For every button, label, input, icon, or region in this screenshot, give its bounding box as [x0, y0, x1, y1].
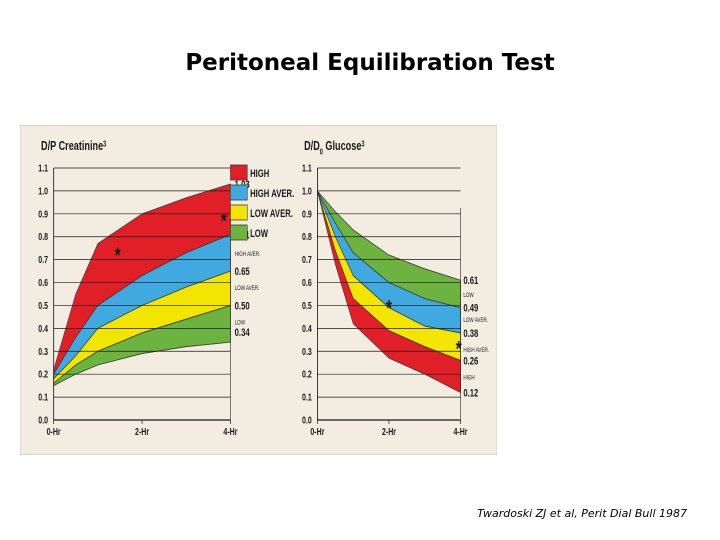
x-tick-label: 0-Hr [47, 426, 62, 438]
slide-title: Peritoneal Equilibration Test [185, 50, 555, 76]
end-value-label: 0.38 [463, 328, 478, 341]
asterisk-marker: * [386, 297, 392, 321]
asterisk-marker: * [456, 338, 462, 362]
citation: Twardoski ZJ et al, Perit Dial Bull 1987 [477, 507, 687, 520]
y-tick-label: 1.0 [38, 185, 48, 197]
y-tick-label: 0.9 [38, 208, 48, 220]
end-value-label: 0.65 [235, 266, 251, 279]
x-tick-label: 2-Hr [382, 426, 397, 438]
y-tick-label: 0.1 [38, 391, 48, 403]
y-tick-label: 0.0 [302, 414, 312, 426]
y-tick-label: 1.1 [302, 162, 312, 174]
right-title-sup: 3 [361, 140, 364, 148]
end-category-label: HIGH AVER. [235, 251, 261, 258]
y-tick-label: 0.3 [302, 346, 312, 358]
legend-swatch [230, 224, 248, 241]
right-chart-title: D/D0 Glucose3 [304, 140, 365, 157]
pet-figure: D/P Creatinine3 D/D0 Glucose3 0.0 0.1 0.2 0… [19, 124, 498, 460]
y-tick-label: 0.2 [38, 368, 48, 380]
legend-label: LOW [250, 228, 268, 241]
x-tick-label: 4-Hr [223, 426, 238, 438]
end-value-label: 0.50 [235, 300, 250, 313]
end-value-label: 0.34 [235, 327, 251, 340]
end-category-label: HIGH [463, 375, 474, 382]
y-tick-label: 0.4 [38, 323, 48, 335]
y-tick-label: 0.9 [302, 208, 312, 220]
x-tick-label: 4-Hr [454, 426, 469, 438]
right-title-rest: Glucose [323, 140, 361, 154]
y-tick-label: 0.0 [38, 414, 48, 426]
x-tick-label: 2-Hr [135, 426, 150, 438]
y-tick-label: 0.7 [38, 254, 48, 266]
y-tick-label: 0.6 [302, 277, 312, 289]
y-tick-label: 1.1 [38, 162, 48, 174]
end-value-label: 0.49 [463, 302, 478, 315]
y-tick-label: 0.5 [302, 300, 312, 312]
y-tick-label: 0.4 [302, 323, 312, 335]
legend-swatch [230, 164, 248, 181]
legend: HIGH HIGH AVER. LOW AVER. LOW [230, 164, 294, 241]
asterisk-marker: * [115, 244, 121, 268]
y-tick-label: 0.7 [302, 254, 312, 266]
end-value-label: 0.26 [463, 355, 478, 368]
legend-swatch [230, 204, 248, 221]
y-tick-label: 0.1 [302, 391, 312, 403]
left-title-main: D/P Creatinine [41, 140, 103, 154]
legend-label: LOW AVER. [250, 208, 293, 221]
y-tick-label: 0.5 [38, 300, 48, 312]
y-tick-label: 0.8 [38, 231, 48, 243]
end-category-label: LOW [463, 292, 474, 299]
left-chart-title: D/P Creatinine3 [41, 140, 106, 154]
right-title-main: D/D [304, 140, 320, 154]
legend-label: HIGH [250, 168, 269, 181]
y-tick-label: 0.3 [38, 346, 48, 358]
legend-swatch [230, 184, 248, 201]
glucose-chart: 0.0 0.1 0.2 0.3 0.4 0.5 0.6 0.7 0.8 0.9 1.0 1.1 0-Hr… [302, 162, 489, 437]
y-tick-label: 0.8 [302, 231, 312, 243]
x-tick-label: 0-Hr [310, 426, 325, 438]
end-category-label: HIGH AVER. [463, 347, 489, 354]
end-value-label: 0.12 [463, 387, 478, 400]
y-tick-label: 1.0 [302, 185, 312, 197]
y-tick-label: 0.2 [302, 368, 312, 380]
end-category-label: LOW AVER. [235, 285, 260, 292]
legend-label: HIGH AVER. [250, 188, 294, 201]
end-value-label: 0.61 [463, 275, 479, 288]
asterisk-marker: * [221, 210, 227, 234]
end-category-label: LOW AVER. [463, 318, 488, 325]
left-title-sup: 3 [103, 140, 106, 148]
y-tick-label: 0.6 [38, 277, 48, 289]
pet-charts: D/P Creatinine3 D/D0 Glucose3 0.00.10.20… [19, 124, 498, 456]
end-category-label: LOW [235, 320, 246, 327]
right-title-sub: 0 [320, 148, 323, 156]
